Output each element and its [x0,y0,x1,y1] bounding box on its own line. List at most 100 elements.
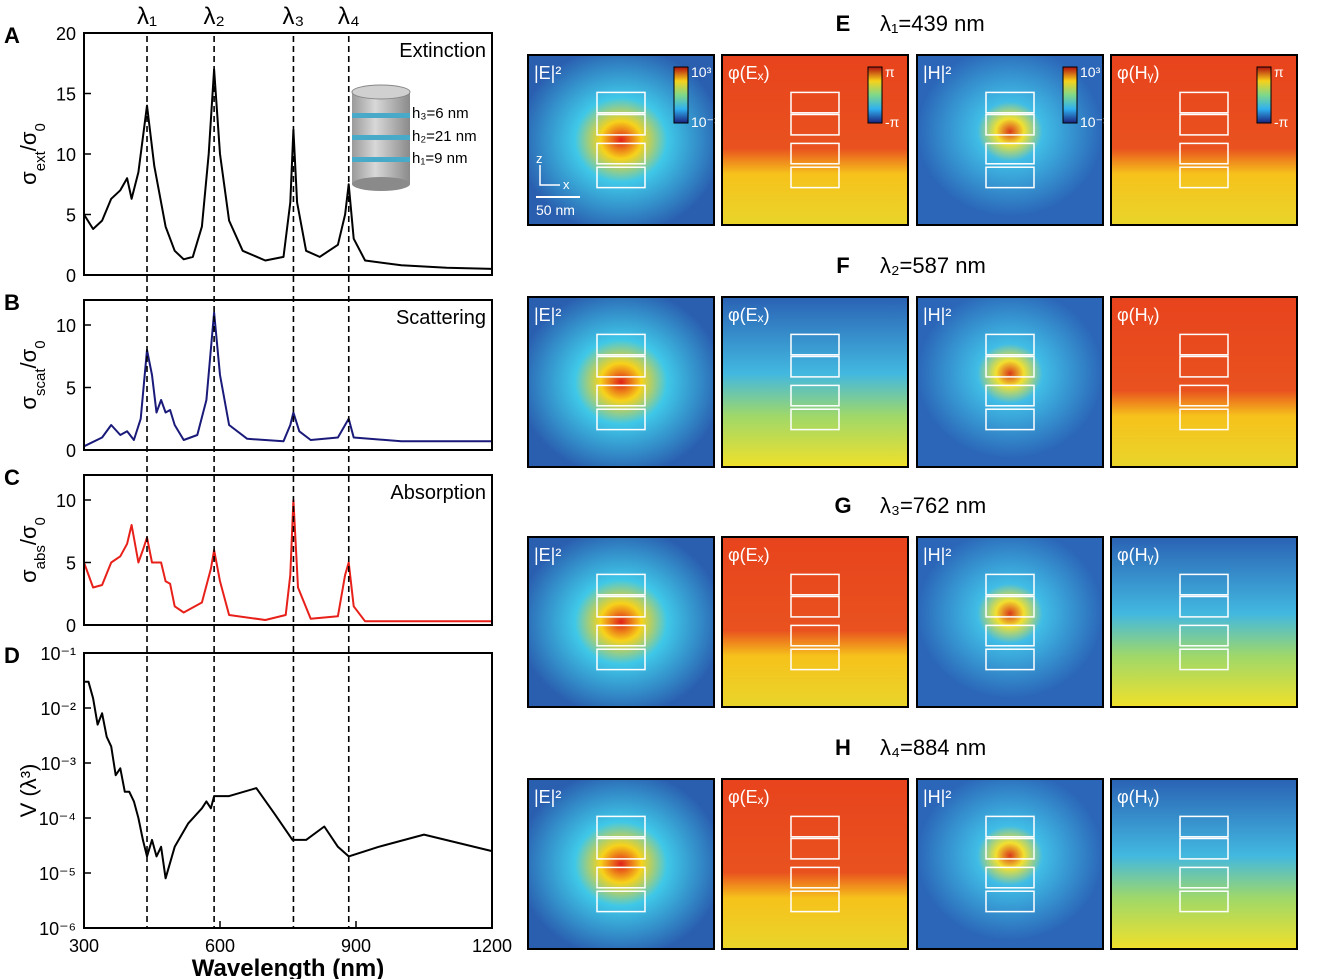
inset-label: h₃=6 nm [412,105,469,122]
layer-outline [1179,624,1229,647]
field-image [722,297,908,467]
field-image [722,779,908,949]
layer-outline [790,815,840,838]
panel-title: Extinction [399,40,486,62]
field-image [528,779,714,949]
map-frame [527,54,715,226]
layer-outline [596,408,646,431]
map-frame [527,296,715,468]
x-tick-label: 1200 [472,936,512,956]
layer-outline [790,166,840,189]
axes-glyph [539,165,560,186]
layer-outline [1179,837,1229,860]
layer-outline [985,113,1035,136]
y-axis-label: σext/σ0 [16,123,49,185]
field-map: φ(Hᵧ) [1110,296,1298,468]
layer-outline [790,333,840,356]
layer-outline [1179,648,1229,671]
field-map: |H|² [916,778,1104,950]
row-letter: G [834,493,851,518]
field-map: φ(Eₓ) [721,536,909,708]
y-tick-label: 20 [56,24,76,44]
layer-outline [790,355,840,378]
marker-label: λ₃ [283,3,305,30]
layer-outline [596,142,646,165]
field-map: φ(Hᵧ) [1110,778,1298,950]
colorbar [1256,66,1272,124]
layer [352,135,410,140]
map-frame [916,778,1104,950]
row-title: λ₁=439 nm [880,11,985,36]
layer-outline [985,91,1035,114]
colorbar [867,66,883,124]
layer-outline [596,355,646,378]
y-tick-label: 10⁻³ [40,754,76,774]
field-map: φ(Eₓ) [721,296,909,468]
colorbar-label: 10³ [1080,64,1101,80]
map-frame [916,54,1104,226]
layer-outline [985,866,1035,889]
field-map: φ(Eₓ) [721,778,909,950]
x-tick-label: 300 [69,936,99,956]
field-image [917,297,1103,467]
map-frame [527,778,715,950]
layer-outline [790,113,840,136]
map-label: φ(Eₓ) [728,545,770,565]
marker-label: λ₄ [338,3,360,30]
layer-outline [985,648,1035,671]
map-label: φ(Eₓ) [728,63,770,83]
layer-outline [1179,573,1229,596]
layer-outline [790,624,840,647]
row-title: λ₂=587 nm [880,253,986,278]
row-letter: H [835,735,851,760]
y-tick-label: 15 [56,85,76,105]
y-axis-label-part: abs [32,545,49,569]
map-frame [721,54,909,226]
field-image [1111,537,1297,707]
layer-outline [1179,333,1229,356]
colorbar-label: 10⁻¹ [1080,114,1108,130]
layer-outline [1179,91,1229,114]
layer-outline [985,355,1035,378]
y-axis-label-part: /σ [16,131,41,151]
y-tick-label: 10 [56,145,76,165]
panel-letter: D [4,643,20,668]
y-axis-label: σscat/σ0 [16,340,49,409]
layer-outline [596,890,646,913]
layer-outline [596,333,646,356]
data-line [83,499,492,623]
map-label: |H|² [923,545,951,565]
plot-frame [83,32,493,276]
row-letter: E [836,11,851,36]
map-frame [721,296,909,468]
scale-bar-label: 50 nm [536,202,575,218]
field-image [528,297,714,467]
panel-title: Scattering [396,307,486,329]
cylinder-bottom [352,177,410,191]
y-axis-label-part: ext [32,150,49,171]
y-axis-label: V (λ³) [16,764,41,818]
y-axis-label: σabs/σ0 [16,517,49,583]
map-frame [721,536,909,708]
nanopillar-inset: h₃=6 nm h₂=21 nm h₁=9 nm [351,84,477,191]
layer-outline [790,595,840,618]
colorbar-label: -π [1274,114,1289,130]
layer-outline [1179,815,1229,838]
panel-letter: B [4,290,20,315]
field-image [722,537,908,707]
field-map: |H|² [916,536,1104,708]
y-tick-label: 10⁻² [40,699,76,719]
layer-outline [985,890,1035,913]
layer-outline [985,333,1035,356]
layer-outline [985,837,1035,860]
y-axis-label-part: 0 [32,123,49,131]
map-label: φ(Hᵧ) [1117,545,1159,565]
inset-label: h₁=9 nm [412,150,468,167]
y-tick-label: 10⁻⁴ [39,809,76,829]
axis-glyph-label: x [563,177,570,192]
layer [352,157,410,162]
field-image [1111,779,1297,949]
data-line [84,680,493,880]
map-label: φ(Hᵧ) [1117,63,1159,83]
y-axis-label-part: σ [16,171,41,185]
